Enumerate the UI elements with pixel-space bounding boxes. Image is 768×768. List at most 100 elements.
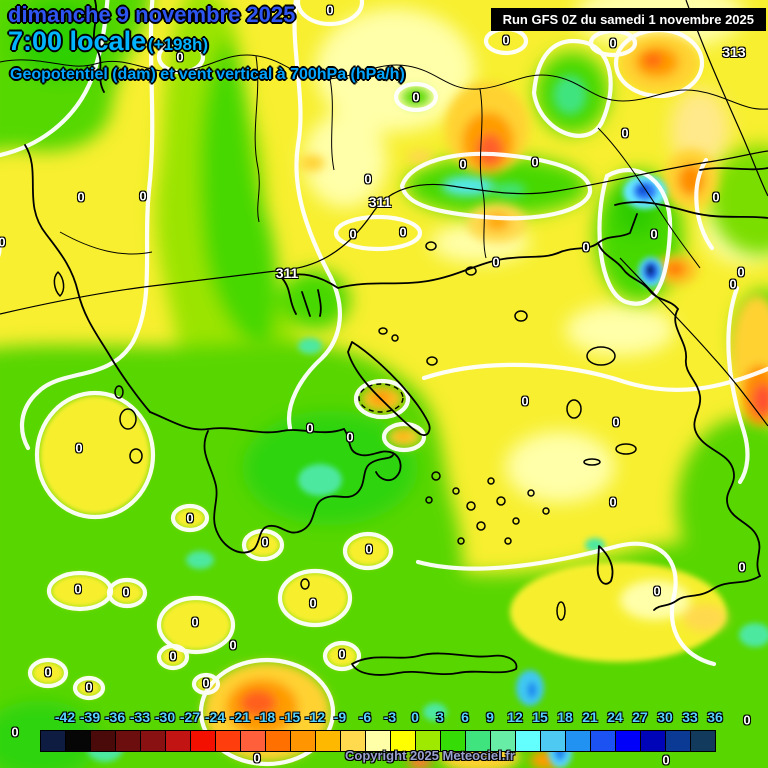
colorbar-tick-label: 18 [557,709,573,725]
colorbar-cell [216,731,241,751]
colorbar-tick-label: 36 [707,709,723,725]
zero-contour-label: 0 [521,393,529,409]
colorbar-cell [416,731,441,751]
zero-contour-label: 0 [176,49,184,65]
zero-contour-label: 0 [662,752,670,768]
colorbar-tick-label: -27 [179,709,201,725]
variable-title-label: Geopotentiel (dam) et vent vertical à 70… [10,66,405,83]
yellow-blobs-south [31,395,727,697]
colorbar-cell [241,731,266,751]
zero-contour-label: 0 [74,581,82,597]
zero-contour-label: 0 [459,156,467,172]
colorbar-cell [41,731,66,751]
colorbar-tick-label: -18 [254,709,276,725]
colorbar-tick-label: 3 [436,709,444,725]
valid-date-label: dimanche 9 novembre 2025 [8,2,296,27]
colorbar-cell [441,731,466,751]
colorbar-cell [266,731,291,751]
zero-contour-label: 0 [186,510,194,526]
zero-contour-label: 0 [306,420,314,436]
colorbar-tick-label: 24 [607,709,623,725]
colorbar-cell [91,731,116,751]
colorbar-tick-label: -12 [304,709,326,725]
zero-contour-label: 0 [253,750,261,766]
colorbar-tick-label: -9 [333,709,347,725]
forecast-offset-label: (+198h) [148,35,208,54]
colorbar-cell [466,731,491,751]
model-run-banner: Run GFS 0Z du samedi 1 novembre 2025 [490,8,766,31]
zero-contour-label: 0 [609,494,617,510]
zero-contour-label: 0 [737,264,745,280]
zero-contour-label: 0 [609,35,617,51]
colorbar-cell [291,731,316,751]
colorbar-tick-label: -24 [204,709,226,725]
zero-contour-label: 0 [75,440,83,456]
copyright-label: Copyright 2025 Meteociel.fr [345,748,515,763]
colorbar-tick-label: -6 [358,709,372,725]
zero-contour-label: 0 [169,648,177,664]
zero-contour-label: 0 [229,637,237,653]
zero-contour-label: 0 [612,414,620,430]
colorbar-tick-label: 0 [411,709,419,725]
colorbar-tick-label: -42 [54,709,76,725]
zero-contour-label: 0 [349,226,357,242]
geopotential-contour-label: 311 [368,194,392,210]
zero-contour-label: 0 [191,614,199,630]
geopotential-isolines [0,0,768,427]
zero-contour-label: 0 [202,675,210,691]
country-borders [0,54,768,269]
colorbar-cell [516,731,541,751]
zero-contour-label: 0 [650,226,658,242]
colorbar-cell [541,731,566,751]
zero-contour-label: 0 [738,559,746,575]
colorbar-cell [566,731,591,751]
colorbar-tick-label: 12 [507,709,523,725]
colorbar-cell [491,731,516,751]
zero-contour-label: 0 [338,646,346,662]
colorbar-cell [316,731,341,751]
colorbar-tick-label: -3 [383,709,397,725]
zero-contour-label: 0 [326,2,334,18]
colorbar-tick-label: -39 [79,709,101,725]
zero-contour-label: 0 [85,679,93,695]
zero-contour-label: 0 [364,171,372,187]
colorbar-cell [616,731,641,751]
colorbar-cell [391,731,416,751]
colorbar-tick-label: -36 [104,709,126,725]
colorbar-cell [191,731,216,751]
colorbar-cells [41,731,715,751]
zero-contour-label: 0 [653,583,661,599]
colorbar-tick-label: -33 [129,709,151,725]
colorbar-tick-label: 33 [682,709,698,725]
colorbar-tick-label: 6 [461,709,469,725]
zero-contour-label: 0 [346,429,354,445]
zero-contour-label: 0 [261,534,269,550]
colorbar-tick-label: 30 [657,709,673,725]
colorbar-tick-label: 21 [582,709,598,725]
zero-contour-label: 0 [502,32,510,48]
colorbar-cell [66,731,91,751]
zero-contour-label: 0 [365,541,373,557]
colorbar-cell [641,731,666,751]
zero-contour-label: 0 [729,276,737,292]
colorbar-tick-label: 27 [632,709,648,725]
colorbar-tick-label: -30 [154,709,176,725]
zero-contour-label: 0 [309,595,317,611]
zero-contour-label: 0 [582,239,590,255]
zero-contour-label: 0 [399,224,407,240]
zero-contour-label: 0 [77,189,85,205]
coastlines [24,0,768,676]
colorbar-cell [141,731,166,751]
zero-contour-label: 0 [712,189,720,205]
colorbar [40,730,716,752]
colorbar-tick-label: -15 [279,709,301,725]
zero-contour-label: 0 [139,188,147,204]
colorbar-cell [166,731,191,751]
zero-contour-label: 0 [492,254,500,270]
colorbar-cell [116,731,141,751]
zero-contour-label: 0 [621,125,629,141]
zero-contour-label: 0 [122,584,130,600]
